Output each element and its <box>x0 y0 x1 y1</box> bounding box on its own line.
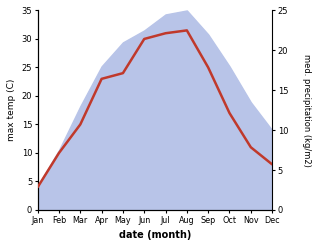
Y-axis label: med. precipitation (kg/m2): med. precipitation (kg/m2) <box>302 54 311 167</box>
X-axis label: date (month): date (month) <box>119 230 191 240</box>
Y-axis label: max temp (C): max temp (C) <box>7 79 16 141</box>
